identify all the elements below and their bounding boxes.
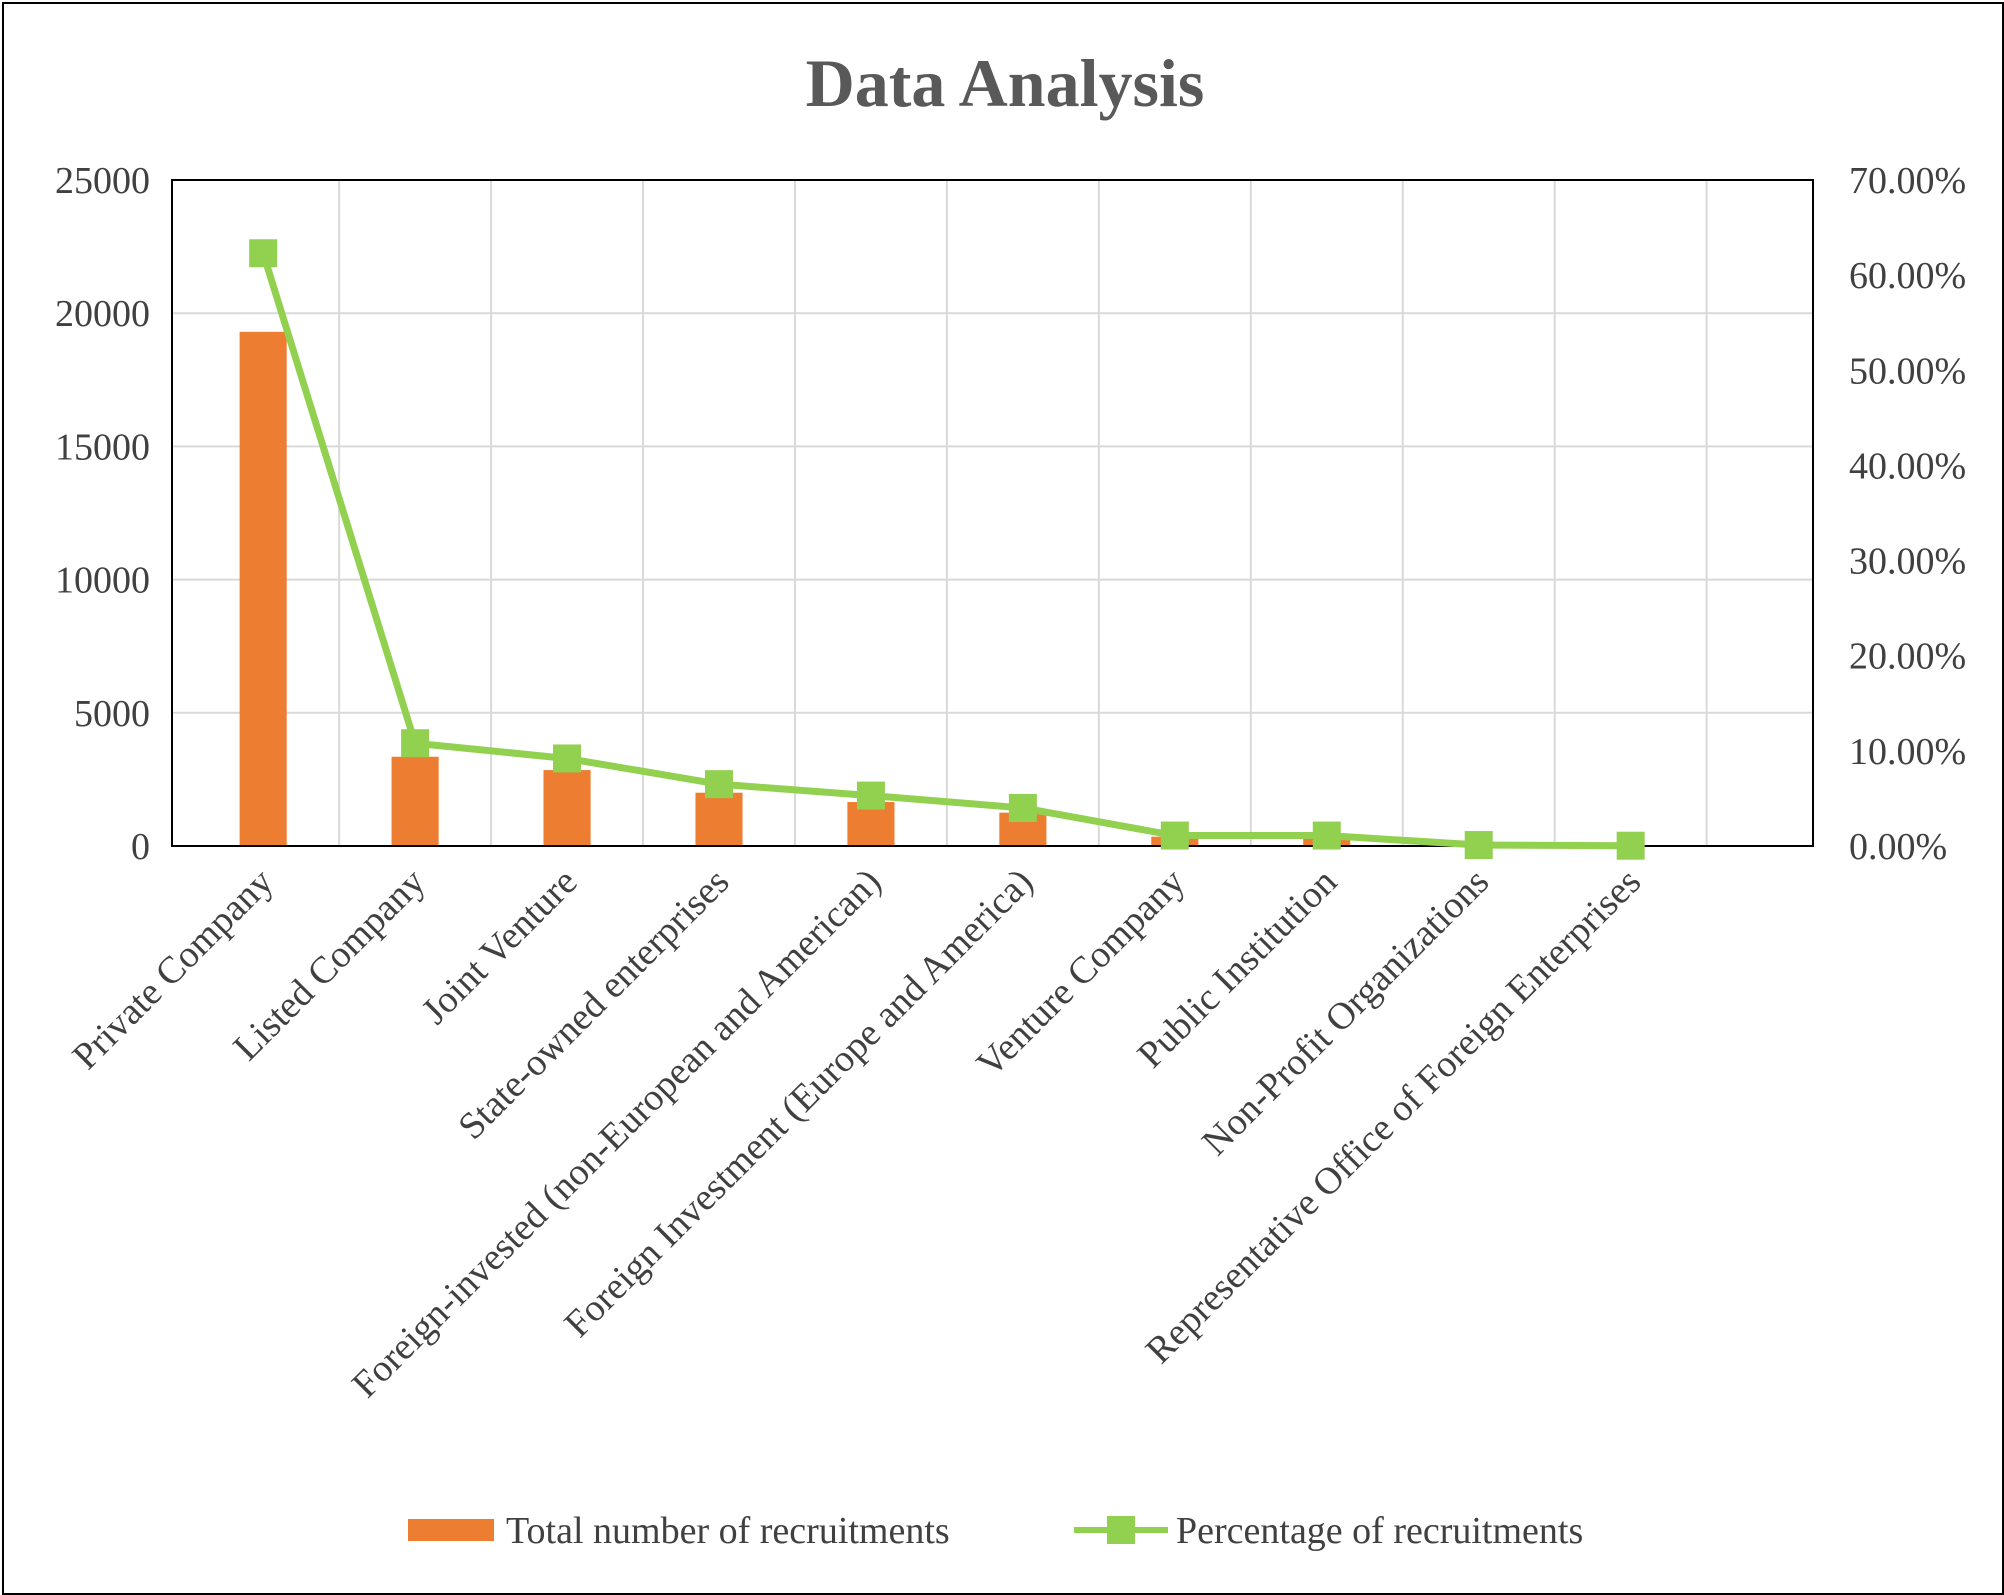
line-marker xyxy=(1160,821,1189,850)
line-marker xyxy=(1008,793,1037,822)
right-tick-label: 40.00% xyxy=(1849,445,1966,487)
bar xyxy=(391,756,439,846)
line-marker xyxy=(1616,831,1645,860)
line-marker xyxy=(1312,821,1341,850)
left-tick-label: 15000 xyxy=(55,426,150,468)
legend-bar-label: Total number of recruitments xyxy=(506,1510,950,1552)
right-tick-label: 60.00% xyxy=(1849,255,1966,297)
left-tick-label: 5000 xyxy=(74,693,150,735)
line-marker xyxy=(401,729,430,758)
percentage-line xyxy=(249,239,1645,860)
bar xyxy=(543,770,591,846)
legend: Total number of recruitments Percentage … xyxy=(408,1510,1583,1552)
left-tick-label: 20000 xyxy=(55,293,150,335)
bars xyxy=(239,331,1655,846)
line-marker xyxy=(705,770,733,799)
line-marker xyxy=(249,239,278,268)
combo-chart: Data Analysis 0500010000150002000025000 … xyxy=(55,45,1966,1552)
bar xyxy=(239,331,287,846)
right-tick-label: 20.00% xyxy=(1849,636,1966,678)
left-tick-label: 25000 xyxy=(55,160,150,202)
left-tick-label: 10000 xyxy=(55,560,150,602)
left-tick-label: 0 xyxy=(131,826,150,868)
line-marker xyxy=(856,781,885,810)
right-tick-label: 0.00% xyxy=(1849,826,1947,868)
category-label: Non-Profit Organizations xyxy=(1194,861,1497,1164)
bar xyxy=(695,792,743,846)
line-marker xyxy=(1464,831,1493,860)
plot-area-border xyxy=(171,179,1814,847)
right-tick-label: 10.00% xyxy=(1849,731,1966,773)
right-tick-label: 50.00% xyxy=(1849,350,1966,392)
series-line xyxy=(259,252,1631,850)
legend-line-marker xyxy=(1107,1516,1135,1544)
legend-bar-swatch xyxy=(408,1519,494,1541)
right-tick-label: 70.00% xyxy=(1849,160,1966,202)
category-label: Joint Venture xyxy=(414,861,586,1033)
category-label: State-owned enterprises xyxy=(450,861,737,1148)
chart-title: Data Analysis xyxy=(806,45,1205,121)
line-marker xyxy=(553,744,582,773)
category-label: Foreign-invested (non-European and Ameri… xyxy=(344,861,889,1406)
right-tick-label: 30.00% xyxy=(1849,541,1966,583)
right-axis-labels: 0.00% 10.00% 20.00% 30.00% 40.00% 50.00% 60.00… xyxy=(1849,160,1966,868)
left-axis-labels: 0 5000 10000 15000 20000 25000 xyxy=(55,160,150,868)
legend-line-label: Percentage of recruitments xyxy=(1176,1510,1583,1552)
